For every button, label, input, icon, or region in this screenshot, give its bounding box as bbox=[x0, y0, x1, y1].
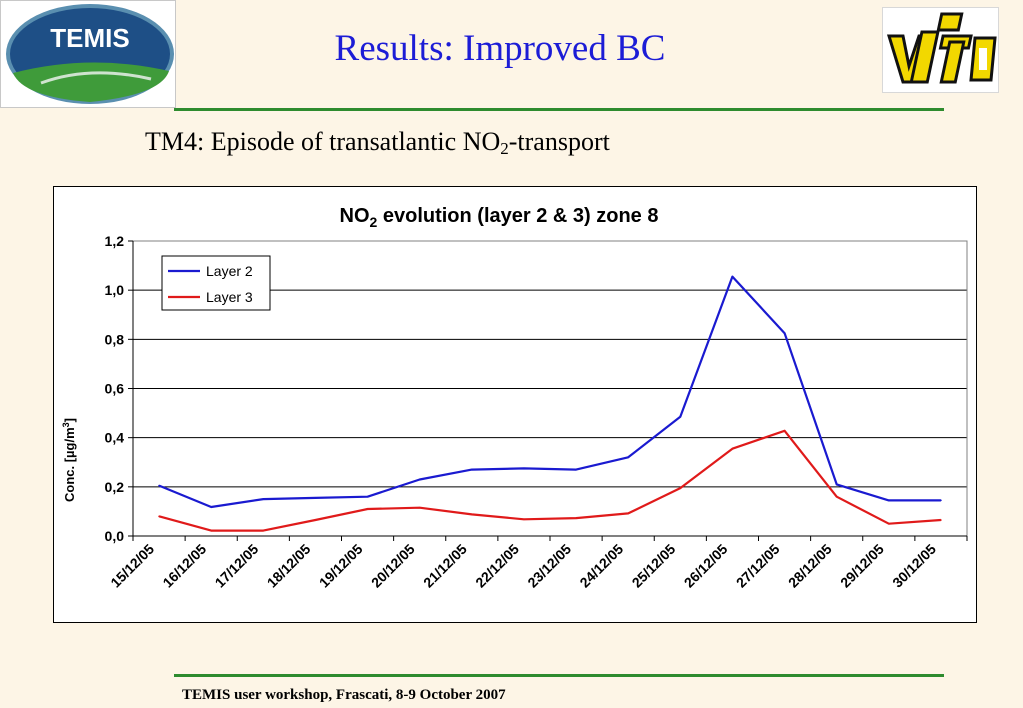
data-point bbox=[262, 498, 265, 500]
y-tick-label: 1,0 bbox=[105, 282, 125, 298]
data-point bbox=[679, 415, 682, 418]
chart-legend: Layer 2 Layer 3 bbox=[161, 255, 271, 311]
chart-frame: NO2 evolution (layer 2 & 3) zone 8 0,0 0,… bbox=[53, 186, 977, 623]
x-tick-label: 21/12/05 bbox=[420, 541, 470, 591]
data-point bbox=[471, 513, 473, 516]
data-point bbox=[418, 478, 421, 481]
bottom-divider bbox=[174, 674, 944, 677]
x-tick-label: 16/12/05 bbox=[159, 541, 209, 591]
data-point bbox=[366, 495, 369, 498]
data-point bbox=[262, 529, 265, 532]
legend-label: Layer 3 bbox=[206, 289, 253, 305]
data-point bbox=[940, 519, 942, 521]
x-tick-label: 26/12/05 bbox=[681, 541, 731, 591]
x-tick-label: 28/12/05 bbox=[785, 541, 835, 591]
data-point bbox=[835, 495, 838, 498]
x-tick-label: 19/12/05 bbox=[316, 541, 366, 591]
y-axis-tick-labels: 0,0 0,2 0,4 0,6 0,8 1,0 1,2 bbox=[105, 233, 125, 544]
x-axis-tick-labels: 15/12/05 16/12/05 17/12/05 18/12/05 19/12/05… bbox=[107, 541, 939, 591]
data-point bbox=[679, 487, 682, 489]
subtitle-text: TM4: Episode of transatlantic NO bbox=[145, 127, 501, 156]
data-point bbox=[940, 499, 942, 502]
x-tick-label: 22/12/05 bbox=[472, 541, 522, 591]
subtitle-subscript: 2 bbox=[500, 139, 509, 158]
series-line-3 bbox=[158, 429, 941, 532]
temis-logo-text: TEMIS bbox=[50, 23, 129, 53]
data-point bbox=[731, 447, 734, 450]
slide-title: Results: Improved BC bbox=[334, 28, 666, 69]
data-point bbox=[158, 515, 160, 518]
x-tick-label: 17/12/05 bbox=[212, 541, 262, 591]
chart-axes bbox=[128, 240, 968, 541]
x-tick-label: 27/12/05 bbox=[733, 541, 783, 591]
data-point bbox=[783, 332, 786, 334]
x-tick-label: 30/12/05 bbox=[889, 541, 939, 591]
data-point bbox=[783, 429, 786, 432]
temis-logo: TEMIS bbox=[0, 0, 176, 108]
chart-title: NO2 evolution (layer 2 & 3) zone 8 bbox=[340, 205, 659, 230]
footer-text: TEMIS user workshop, Frascati, 8-9 Octob… bbox=[182, 687, 506, 703]
y-tick-label: 0,0 bbox=[105, 528, 125, 544]
data-point bbox=[523, 467, 525, 470]
data-point bbox=[418, 506, 421, 509]
vito-logo bbox=[882, 7, 999, 93]
data-point bbox=[314, 497, 317, 499]
series-line-2 bbox=[158, 275, 941, 509]
y-tick-label: 0,4 bbox=[105, 430, 125, 446]
data-point bbox=[627, 512, 629, 515]
data-point bbox=[835, 483, 838, 486]
y-tick-label: 0,6 bbox=[105, 381, 125, 397]
data-point bbox=[731, 275, 734, 278]
x-tick-label: 23/12/05 bbox=[524, 541, 574, 591]
data-point bbox=[366, 508, 369, 510]
data-point bbox=[210, 529, 212, 532]
vito-logo-graphic bbox=[886, 12, 997, 84]
data-point bbox=[888, 499, 890, 502]
x-tick-label: 15/12/05 bbox=[107, 541, 157, 591]
data-point bbox=[523, 518, 525, 521]
data-point bbox=[158, 484, 160, 487]
top-divider bbox=[174, 108, 944, 111]
x-tick-label: 20/12/05 bbox=[368, 541, 418, 591]
legend-box bbox=[161, 255, 271, 311]
y-tick-label: 0,8 bbox=[105, 331, 125, 347]
data-point bbox=[575, 468, 577, 471]
x-tick-label: 25/12/05 bbox=[629, 541, 679, 591]
data-point bbox=[888, 522, 890, 525]
data-point bbox=[575, 517, 577, 519]
x-tick-label: 18/12/05 bbox=[264, 541, 314, 591]
subtitle-text-end: -transport bbox=[508, 127, 610, 156]
data-point bbox=[471, 468, 473, 471]
y-axis-label: Conc. [µg/m3] bbox=[61, 418, 77, 502]
data-point bbox=[314, 519, 317, 521]
legend-label: Layer 2 bbox=[206, 263, 253, 279]
slide-subtitle: TM4: Episode of transatlantic NO2-transp… bbox=[145, 126, 610, 159]
data-point bbox=[210, 506, 212, 508]
no2-evolution-chart: NO2 evolution (layer 2 & 3) zone 8 0,00,… bbox=[61, 205, 968, 591]
chart-series bbox=[158, 275, 942, 532]
x-tick-label: 24/12/05 bbox=[576, 541, 626, 591]
y-tick-label: 1,2 bbox=[105, 233, 125, 249]
temis-logo-graphic: TEMIS bbox=[6, 4, 174, 104]
y-tick-label: 0,2 bbox=[105, 479, 125, 495]
x-tick-label: 29/12/05 bbox=[837, 541, 887, 591]
data-point bbox=[627, 456, 629, 459]
